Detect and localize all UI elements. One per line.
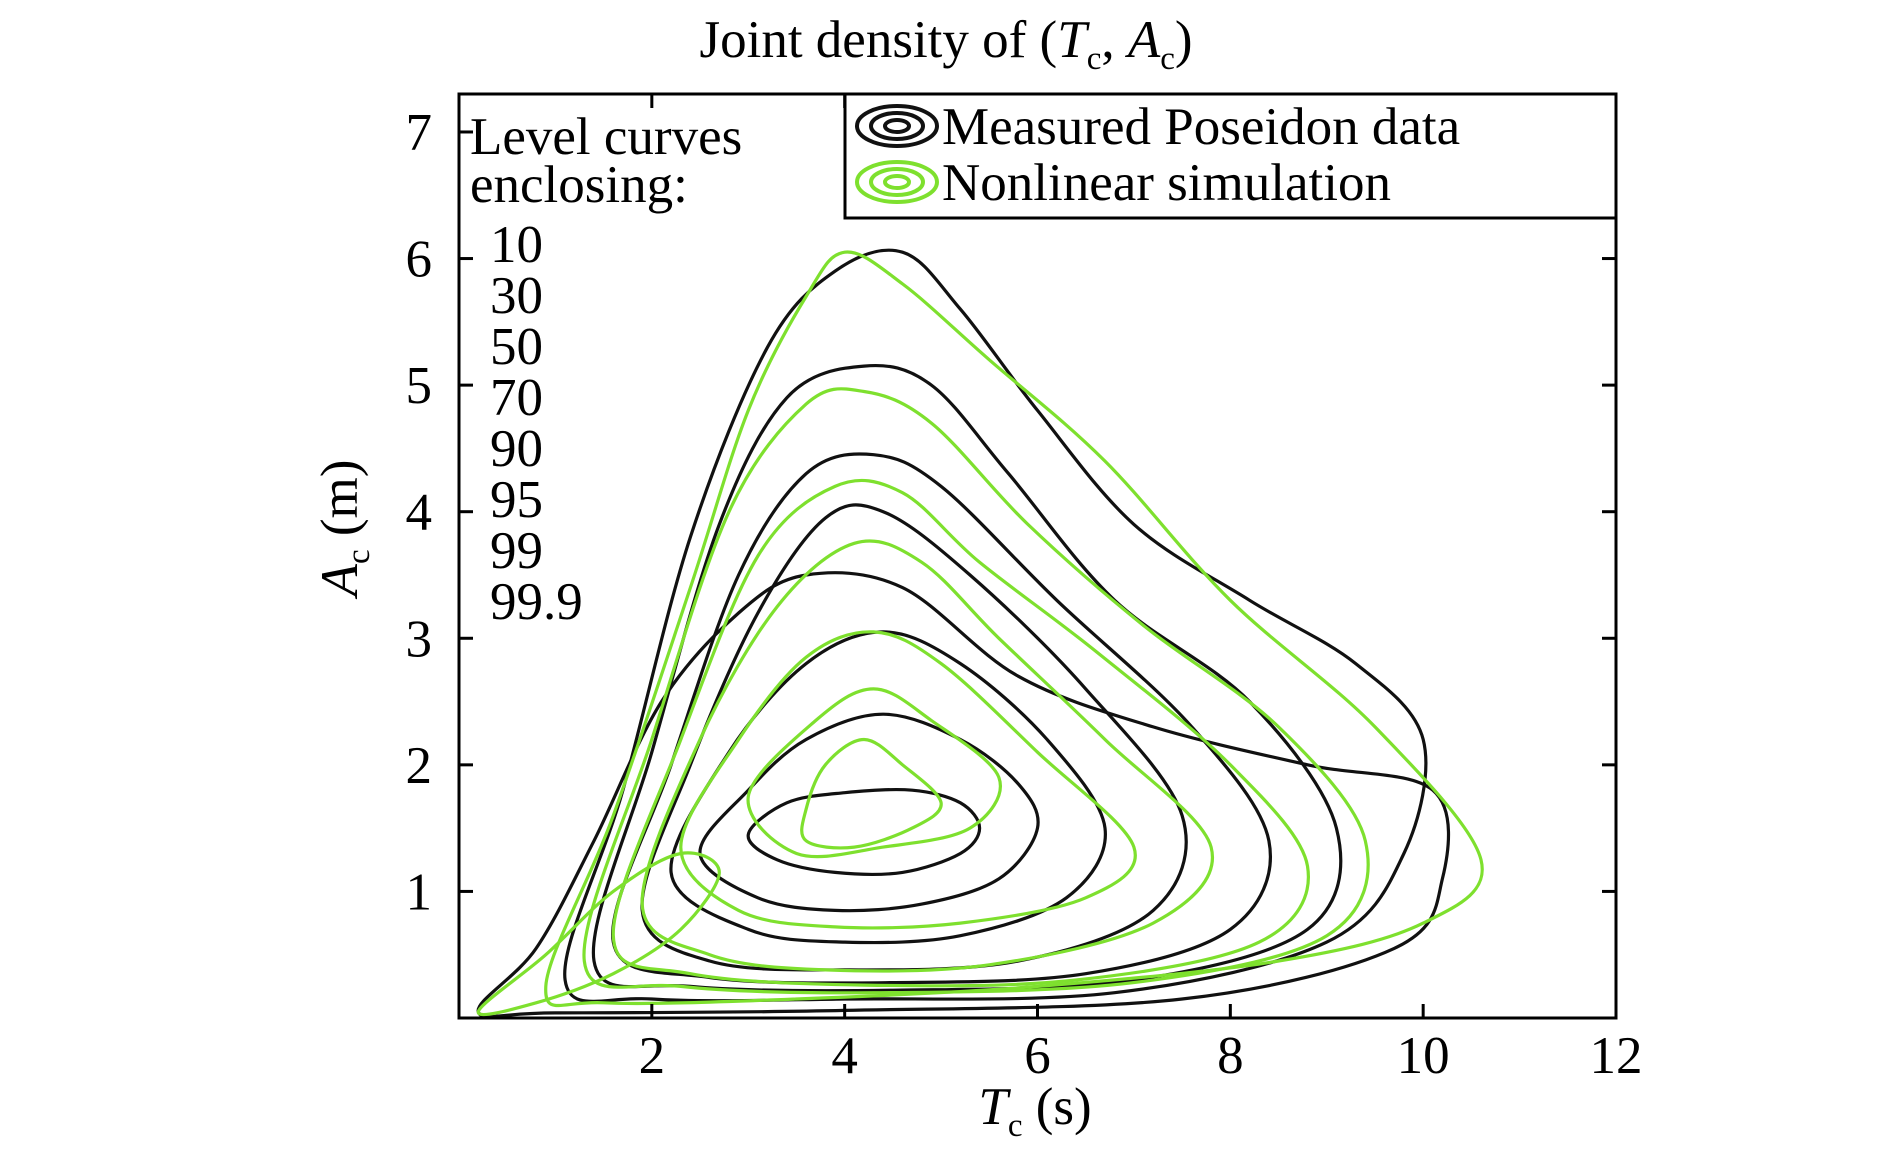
title-t-sub: c — [1087, 41, 1102, 77]
contour-simulation-90 — [611, 478, 1310, 988]
y-axis-label-sub: c — [341, 549, 377, 564]
contour-measured-90 — [611, 452, 1272, 985]
contour-measured-99-9 — [476, 571, 1451, 1019]
title-suffix: ) — [1175, 11, 1193, 69]
x-tick-label: 8 — [1217, 1027, 1244, 1085]
y-axis-label-main: A — [311, 563, 369, 599]
x-tick-label: 12 — [1590, 1027, 1643, 1085]
y-tick-label: 2 — [406, 737, 433, 795]
contour-simulation-99-9 — [476, 851, 721, 1017]
x-axis-label-main: T — [978, 1078, 1011, 1136]
legend-label: Measured Poseidon data — [942, 98, 1460, 156]
y-tick-label: 7 — [406, 104, 433, 162]
contour-measured-50 — [669, 630, 1107, 945]
y-tick-label: 1 — [406, 863, 433, 921]
title-a-sub: c — [1160, 41, 1175, 77]
contour-simulation-99 — [544, 250, 1484, 1008]
legend-swatch-simulation — [855, 160, 939, 204]
level-value: 90 — [490, 420, 543, 478]
title-sep: , — [1101, 11, 1128, 69]
x-tick-label: 2 — [639, 1027, 666, 1085]
y-tick-label: 4 — [406, 484, 433, 542]
level-note-heading-1: Level curves — [470, 108, 742, 166]
y-tick-label: 3 — [406, 610, 433, 668]
contour-measured-30 — [698, 712, 1040, 913]
x-tick-label: 4 — [831, 1027, 858, 1085]
y-axis-label: Ac (m) — [311, 460, 377, 600]
level-value: 95 — [490, 471, 543, 529]
level-value: 99 — [490, 522, 543, 580]
y-tick-label: 5 — [406, 357, 433, 415]
x-tick-label: 10 — [1397, 1027, 1450, 1085]
contour-simulation-30 — [746, 687, 1002, 859]
level-value: 70 — [490, 369, 543, 427]
y-tick-label: 6 — [406, 231, 433, 289]
title-prefix: Joint density of ( — [699, 11, 1057, 69]
contour-measured-10 — [746, 787, 982, 877]
contour-simulation-70 — [640, 539, 1214, 973]
contour-lines — [476, 248, 1484, 1019]
level-value: 99.9 — [490, 573, 583, 631]
x-axis-label-unit: (s) — [1022, 1078, 1091, 1136]
legend-label: Nonlinear simulation — [942, 154, 1391, 212]
x-tick-label: 6 — [1024, 1027, 1051, 1085]
level-note: Level curves enclosing: 1030507090959999… — [470, 108, 742, 631]
contour-simulation-50 — [679, 630, 1137, 930]
series-simulation — [476, 250, 1484, 1017]
level-value: 50 — [490, 318, 543, 376]
legend-swatch-measured — [855, 104, 939, 148]
x-axis-label: Tc (s) — [978, 1078, 1091, 1144]
level-note-heading-2: enclosing: — [470, 156, 688, 214]
title-a: A — [1125, 11, 1161, 69]
level-value: 10 — [490, 216, 543, 274]
title-t: T — [1057, 11, 1090, 69]
chart-title: Joint density of (Tc, Ac) — [699, 11, 1192, 77]
level-value: 30 — [490, 267, 543, 325]
legend-box — [843, 92, 1618, 220]
x-axis-label-sub: c — [1008, 1108, 1023, 1144]
contour-simulation-10 — [800, 737, 943, 850]
y-axis-label-unit: (m) — [311, 460, 369, 550]
contour-simulation-95 — [582, 387, 1370, 995]
